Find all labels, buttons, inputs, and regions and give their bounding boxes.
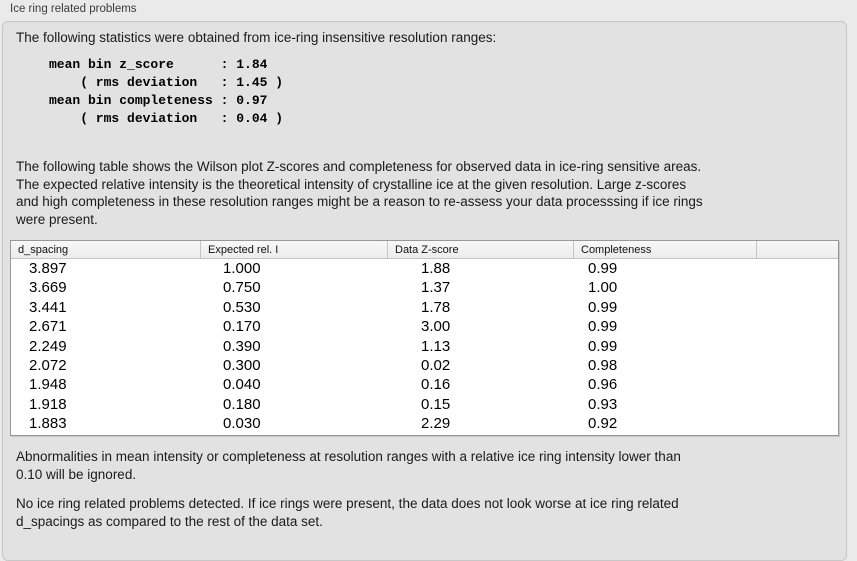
cell-completeness: 0.96 <box>588 376 618 394</box>
conclusion-text: No ice ring related problems detected. I… <box>16 496 679 529</box>
cell-empty <box>756 375 838 394</box>
table-row[interactable]: 3.669 0.750 1.37 1.00 <box>11 278 838 297</box>
cell-data-z-score: 1.88 <box>421 260 451 277</box>
cell-d-spacing: 1.918 <box>29 395 67 413</box>
ice-ring-table: d_spacing Expected rel. I Data Z-score C… <box>10 240 839 436</box>
cell-empty <box>756 259 838 278</box>
table-row[interactable]: 2.249 0.390 1.13 0.99 <box>11 337 838 356</box>
cell-d-spacing: 1.948 <box>29 376 67 394</box>
cell-d-spacing: 2.072 <box>29 356 67 374</box>
table-row[interactable]: 1.918 0.180 0.15 0.93 <box>11 395 838 414</box>
cell-d-spacing: 3.669 <box>29 279 67 297</box>
cell-completeness: 0.99 <box>588 260 618 277</box>
cell-empty <box>756 356 838 375</box>
cell-completeness: 0.99 <box>588 337 618 355</box>
table-row[interactable]: 3.441 0.530 1.78 0.99 <box>11 298 838 317</box>
cell-completeness: 0.92 <box>588 415 618 433</box>
cell-expected-rel-i: 0.750 <box>223 279 261 297</box>
cell-d-spacing: 2.249 <box>29 337 67 355</box>
cell-completeness: 0.99 <box>588 318 618 336</box>
cell-completeness: 0.93 <box>588 395 618 413</box>
cell-data-z-score: 1.78 <box>421 298 451 316</box>
table-row[interactable]: 3.897 1.000 1.88 0.99 <box>11 259 838 278</box>
panel-title: Ice ring related problems <box>10 3 137 15</box>
cell-d-spacing: 1.883 <box>29 415 67 433</box>
cell-completeness: 1.00 <box>588 279 618 297</box>
column-header-completeness[interactable]: Completeness <box>573 241 756 258</box>
table-row[interactable]: 1.883 0.030 2.29 0.92 <box>11 414 838 433</box>
column-header-d-spacing[interactable]: d_spacing <box>18 244 69 256</box>
cell-data-z-score: 0.15 <box>421 395 451 413</box>
table-row[interactable]: 2.072 0.300 0.02 0.98 <box>11 356 838 375</box>
cell-data-z-score: 0.16 <box>421 376 451 394</box>
cell-d-spacing: 3.897 <box>29 260 67 277</box>
cell-empty <box>756 298 838 317</box>
cell-completeness: 0.99 <box>588 298 618 316</box>
cell-empty <box>756 278 838 297</box>
cell-data-z-score: 3.00 <box>421 318 451 336</box>
cell-data-z-score: 0.02 <box>421 356 451 374</box>
cell-data-z-score: 2.29 <box>421 415 451 433</box>
table-header-row: d_spacing Expected rel. I Data Z-score C… <box>11 241 838 259</box>
table-body: 3.897 1.000 1.88 0.99 3.669 0.750 1.37 1… <box>11 259 838 434</box>
cell-empty <box>756 317 838 336</box>
cell-empty <box>756 337 838 356</box>
cell-expected-rel-i: 0.030 <box>223 415 261 433</box>
cell-completeness: 0.98 <box>588 356 618 374</box>
stats-block: mean bin z_score : 1.84 ( rms deviation … <box>49 57 284 126</box>
cell-expected-rel-i: 0.040 <box>223 376 261 394</box>
intro-text: The following statistics were obtained f… <box>16 30 497 45</box>
cell-expected-rel-i: 0.180 <box>223 395 261 413</box>
cell-d-spacing: 3.441 <box>29 298 67 316</box>
cell-d-spacing: 2.671 <box>29 318 67 336</box>
column-header-empty <box>756 241 838 258</box>
cell-data-z-score: 1.13 <box>421 337 451 355</box>
column-header-data-z-score[interactable]: Data Z-score <box>387 241 573 258</box>
cell-expected-rel-i: 0.170 <box>223 318 261 336</box>
cell-expected-rel-i: 0.530 <box>223 298 261 316</box>
cell-expected-rel-i: 1.000 <box>223 260 261 277</box>
table-description: The following table shows the Wilson plo… <box>16 159 703 227</box>
ignore-note: Abnormalities in mean intensity or compl… <box>16 449 681 482</box>
column-header-expected-rel-i[interactable]: Expected rel. I <box>200 241 387 258</box>
cell-empty <box>756 395 838 414</box>
cell-data-z-score: 1.37 <box>421 279 451 297</box>
table-row[interactable]: 1.948 0.040 0.16 0.96 <box>11 375 838 394</box>
cell-empty <box>756 414 838 433</box>
cell-expected-rel-i: 0.390 <box>223 337 261 355</box>
table-row[interactable]: 2.671 0.170 3.00 0.99 <box>11 317 838 336</box>
cell-expected-rel-i: 0.300 <box>223 356 261 374</box>
